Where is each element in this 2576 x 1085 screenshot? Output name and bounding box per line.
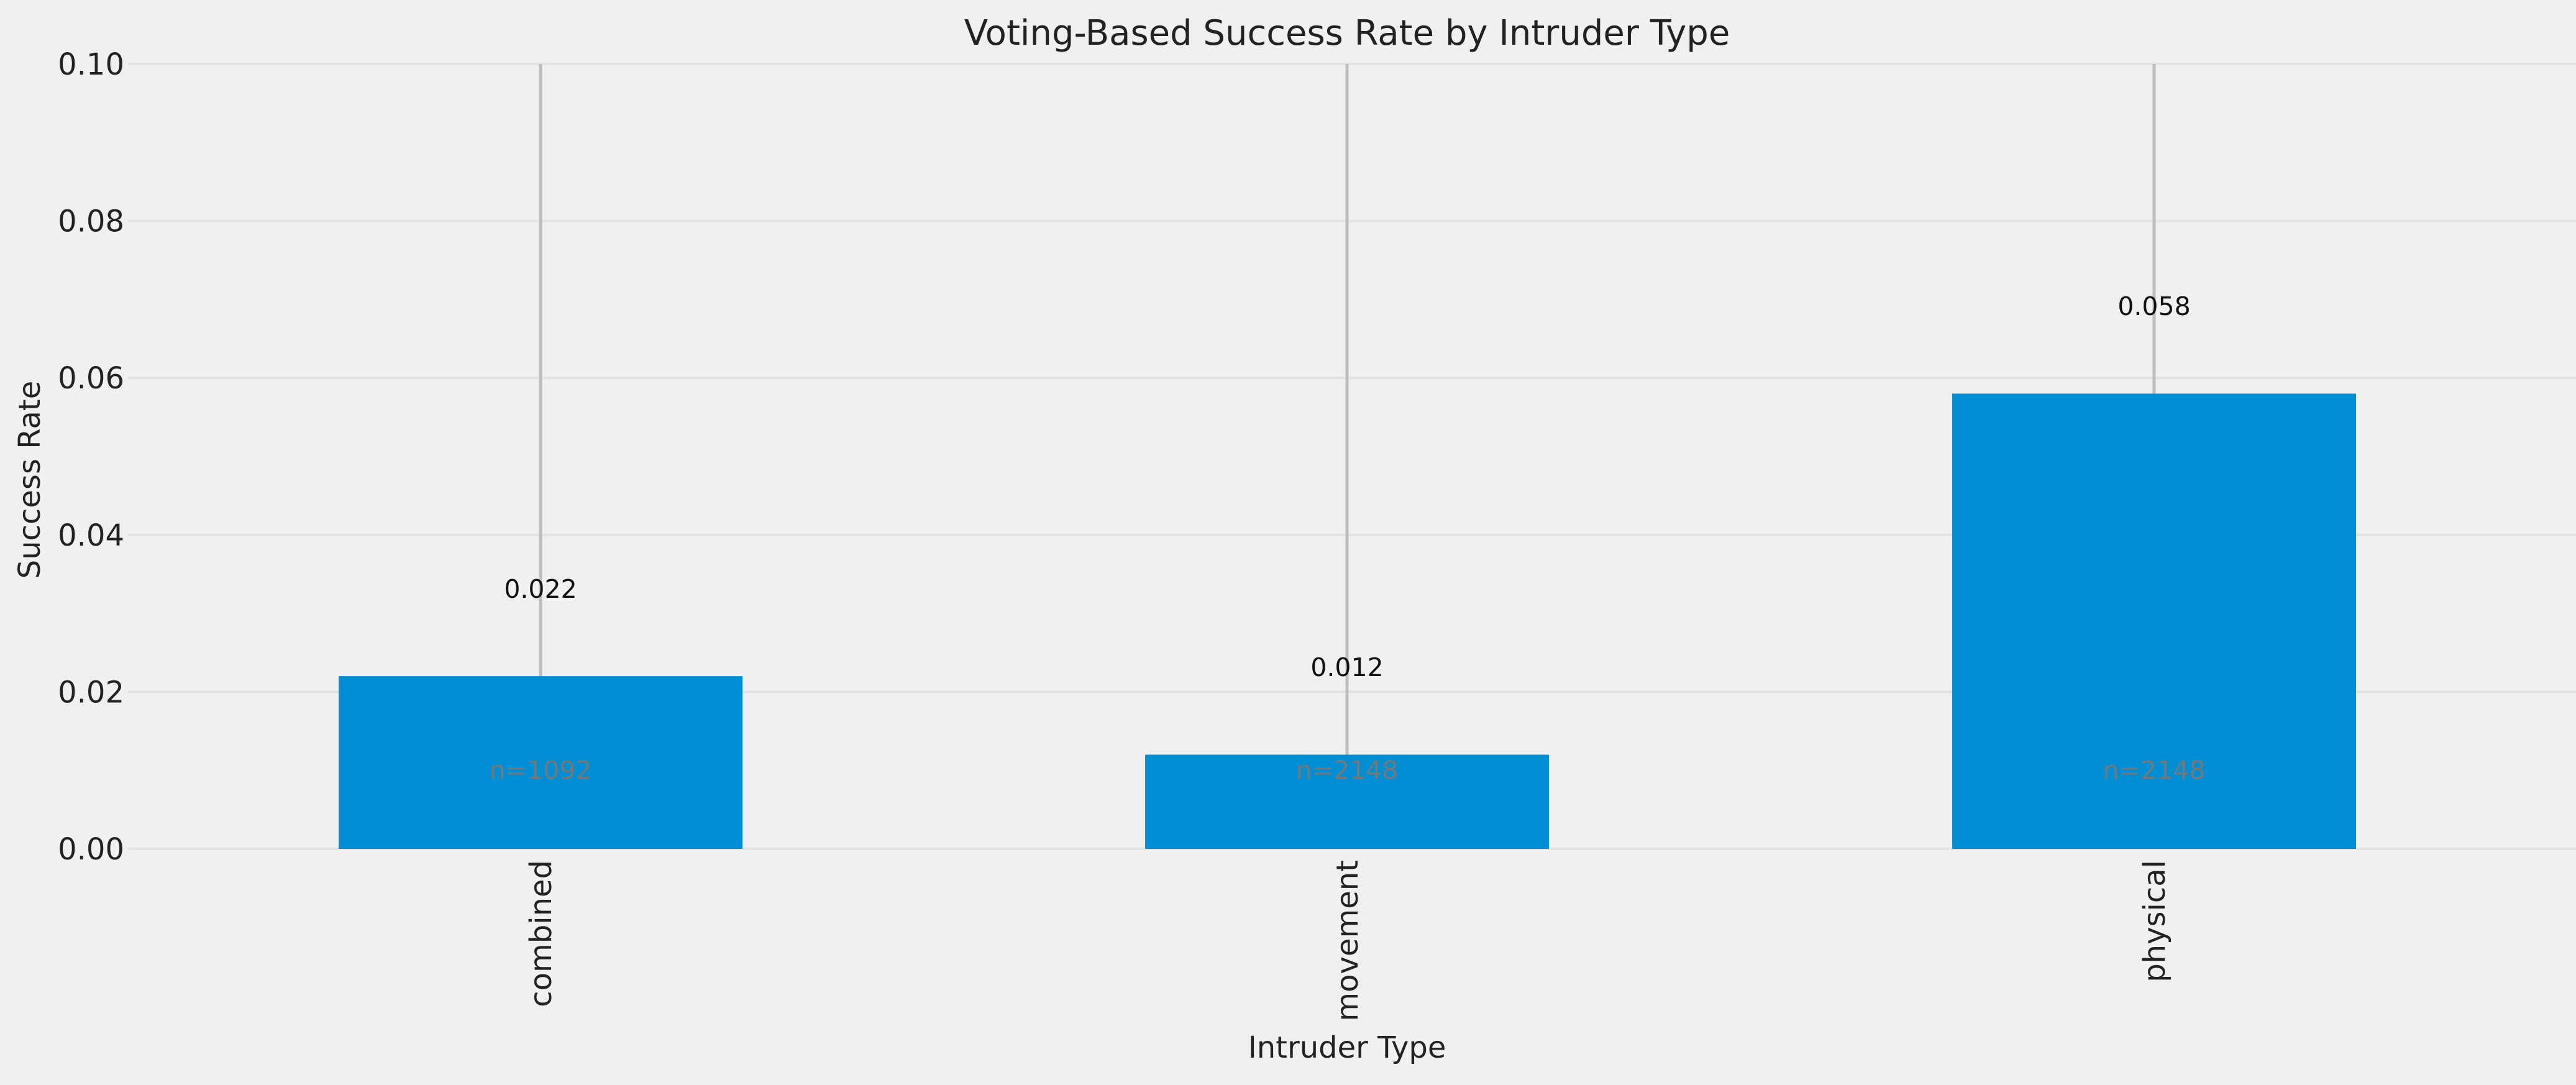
chart-title: Voting-Based Success Rate by Intruder Ty… (964, 13, 1730, 53)
bars (339, 393, 2356, 849)
y-tick-label: 0.10 (58, 47, 124, 82)
value-label: 0.022 (504, 574, 577, 604)
y-tick-label: 0.04 (58, 518, 124, 553)
y-tick-label: 0.06 (58, 361, 124, 396)
y-tick-label: 0.02 (58, 675, 124, 710)
value-label: 0.058 (2117, 291, 2190, 321)
x-tick-label: movement (1330, 860, 1365, 1022)
y-axis-ticks: 0.00 0.02 0.04 0.06 0.08 0.10 (58, 47, 124, 867)
bar (1145, 754, 1549, 849)
x-axis-ticks: combined movement physical (524, 860, 2172, 1022)
x-tick-label: physical (2137, 860, 2172, 982)
x-tick-label: combined (524, 860, 559, 1007)
bar (1952, 393, 2356, 849)
bar-labels: 0.022 n=1092 0.012 n=2148 0.058 n=2148 (490, 291, 2206, 785)
x-axis-label: Intruder Type (1248, 1030, 1446, 1065)
y-tick-label: 0.08 (58, 204, 124, 239)
value-label: 0.012 (1310, 652, 1383, 682)
sample-size-label: n=1092 (490, 756, 592, 785)
y-axis-label: Success Rate (12, 381, 47, 579)
y-tick-label: 0.00 (58, 832, 124, 867)
bar (339, 676, 742, 849)
sample-size-label: n=2148 (1296, 756, 1399, 785)
sample-size-label: n=2148 (2103, 756, 2206, 785)
error-bars (539, 64, 2156, 849)
